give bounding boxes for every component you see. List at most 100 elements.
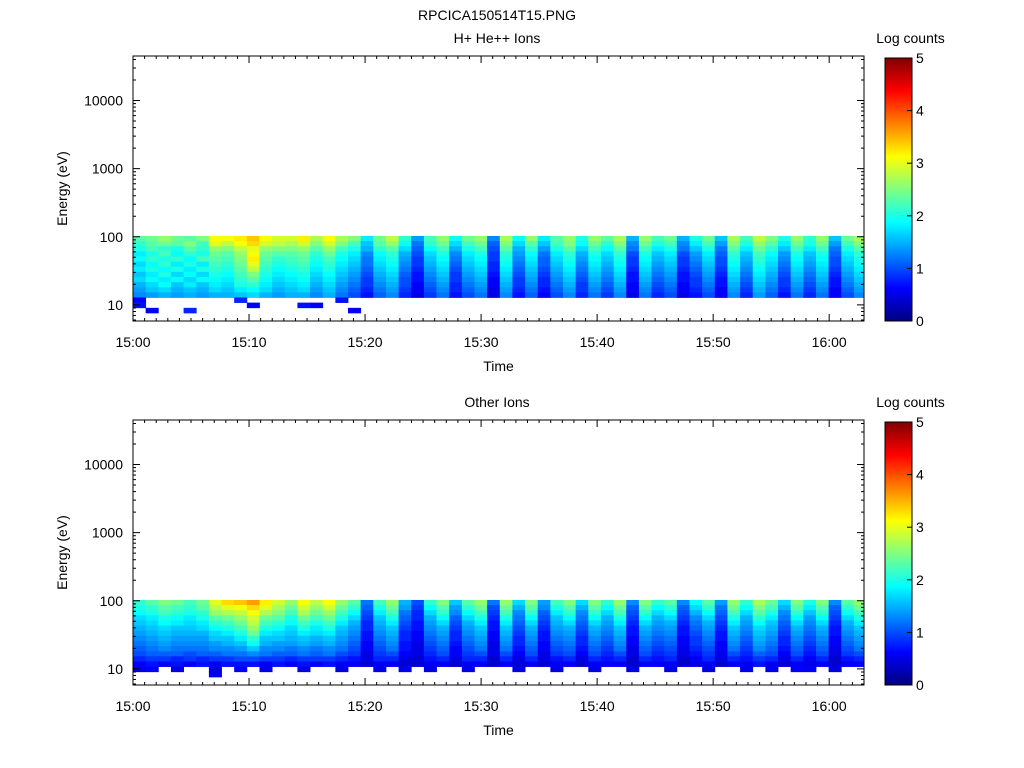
heatmap-cell (752, 599, 766, 606)
heatmap-cell (449, 251, 463, 257)
heatmap-cell (145, 282, 159, 288)
heatmap-cell (600, 646, 615, 652)
heatmap-cell (727, 661, 741, 667)
heatmap-cell (411, 256, 425, 262)
heatmap-cell (133, 246, 147, 252)
heatmap-cell (815, 251, 830, 257)
heatmap-cell (841, 266, 855, 273)
heatmap-cell (651, 292, 665, 298)
heatmap-cell (385, 251, 399, 257)
heatmap-cell (259, 266, 273, 273)
heatmap-cell (385, 656, 399, 662)
heatmap-cell (360, 656, 374, 662)
heatmap-cell (499, 246, 513, 252)
heatmap-cell (853, 241, 865, 247)
heatmap-cell (449, 266, 463, 273)
heatmap-cell (170, 661, 184, 667)
heatmap-cell (512, 256, 526, 262)
heatmap-cell (348, 661, 362, 667)
heatmap-cell (676, 599, 690, 606)
heatmap-cell (828, 646, 842, 652)
heatmap-cell (322, 641, 336, 647)
heatmap-cell (689, 277, 703, 283)
heatmap-cell (752, 266, 766, 273)
heatmap-cell (575, 256, 589, 262)
heatmap-cell (310, 635, 324, 642)
heatmap-cell (158, 256, 172, 262)
heatmap-cell (626, 241, 640, 247)
heatmap-cell (310, 251, 324, 257)
heatmap-cell (196, 625, 210, 632)
heatmap-cell (702, 287, 716, 293)
heatmap-cell (133, 282, 147, 288)
heatmap-cell (284, 615, 298, 621)
heatmap-cell (537, 241, 551, 247)
heatmap-cell (322, 246, 336, 252)
heatmap-cell (537, 282, 551, 288)
heatmap-cell (765, 641, 779, 647)
heatmap-cell (322, 287, 336, 293)
heatmap-cell (828, 605, 842, 611)
heatmap-cell (234, 630, 248, 637)
heatmap-cell (246, 241, 260, 247)
heatmap-cell (563, 261, 577, 268)
heatmap-cell (525, 651, 539, 657)
heatmap-cell (398, 666, 412, 673)
heatmap-cell (208, 599, 222, 606)
heatmap-cell (145, 661, 159, 667)
heatmap-cell (714, 635, 728, 642)
heatmap-cell (411, 605, 425, 611)
heatmap-cell (297, 599, 311, 606)
heatmap-cell (335, 635, 349, 642)
heatmap-cell (626, 666, 640, 673)
heatmap-cell (259, 661, 273, 667)
heatmap-cell (461, 620, 475, 626)
heatmap-cell (373, 656, 387, 662)
heatmap-cell (208, 256, 222, 262)
heatmap-cell (790, 292, 804, 298)
heatmap-cell (423, 656, 437, 662)
heatmap-cell (626, 261, 640, 268)
heatmap-cell (272, 605, 286, 611)
heatmap-cell (208, 661, 222, 667)
heatmap-cell (436, 615, 450, 621)
heatmap-cell (803, 605, 817, 611)
heatmap-cell (487, 261, 501, 268)
heatmap-cell (183, 635, 197, 642)
heatmap-cell (310, 630, 324, 637)
heatmap-cell (196, 287, 210, 293)
heatmap-cell (600, 625, 615, 632)
heatmap-cell (411, 620, 425, 626)
heatmap-cell (246, 251, 260, 257)
heatmap-cell (335, 266, 349, 273)
heatmap-cell (461, 646, 475, 652)
heatmap-cell (373, 256, 387, 262)
heatmap-cell (664, 599, 678, 606)
heatmap-cell (183, 266, 197, 273)
heatmap-cell (626, 615, 640, 621)
heatmap-cell (790, 271, 804, 278)
heatmap-cell (145, 599, 159, 606)
heatmap-cell (183, 651, 197, 657)
heatmap-cell (246, 599, 260, 606)
heatmap-cell (853, 615, 865, 621)
heatmap-cell (550, 651, 564, 657)
heatmap-cell (626, 620, 640, 626)
heatmap-cell (373, 641, 387, 647)
heatmap-cell (145, 251, 159, 257)
heatmap-cell (385, 266, 399, 273)
heatmap-cell (664, 646, 678, 652)
heatmap-cell (752, 625, 766, 632)
heatmap-cell (423, 641, 437, 647)
heatmap-cell (575, 630, 589, 637)
heatmap-cell (474, 277, 488, 283)
heatmap-cell (170, 251, 184, 257)
heatmap-cell (145, 610, 159, 616)
heatmap-cell (765, 635, 779, 642)
heatmap-cell (803, 615, 817, 621)
heatmap-cell (221, 661, 235, 667)
heatmap-cell (790, 251, 804, 257)
colorbar-tick-label: 0 (916, 677, 924, 693)
x-axis-label: Time (483, 722, 514, 738)
heatmap-cell (474, 271, 488, 278)
